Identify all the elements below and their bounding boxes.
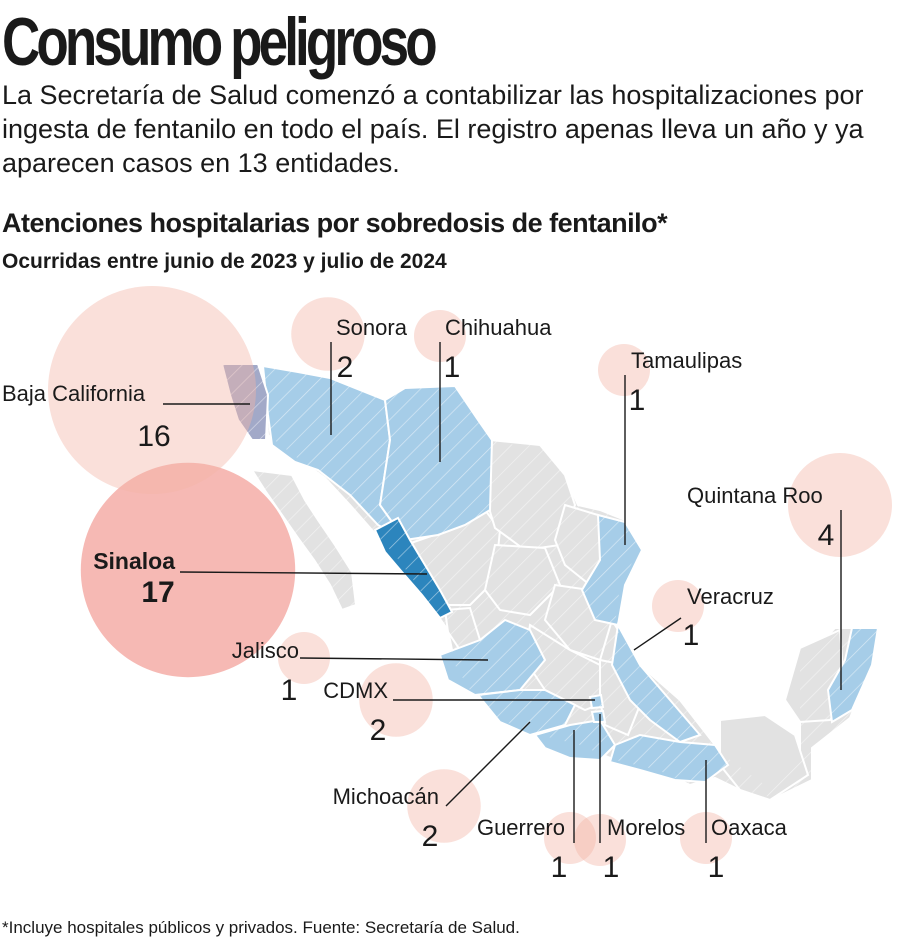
state-label-sinaloa: Sinaloa — [93, 548, 175, 574]
state-value-cdmx: 2 — [370, 714, 387, 747]
state-label-cdmx: CDMX — [323, 678, 388, 703]
state-label-veracruz: Veracruz — [687, 584, 774, 609]
intro-text: La Secretaría de Salud comenzó a contabi… — [2, 80, 864, 178]
leader-line-jalisco — [299, 657, 489, 661]
leader-line-michoacan — [445, 721, 531, 807]
state-value-oaxaca: 1 — [708, 851, 725, 884]
chart-subtitle: Ocurridas entre junio de 2023 y julio de… — [2, 250, 447, 273]
bubble-michoacan — [407, 769, 481, 843]
bubble-chihuahua — [414, 310, 466, 362]
state-value-tamaulipas: 1 — [629, 384, 646, 417]
leader-lines-layer — [163, 342, 842, 843]
state-label-chihuahua: Chihuahua — [445, 315, 552, 340]
state-value-sinaloa: 17 — [141, 576, 174, 609]
state-label-jalisco: Jalisco — [232, 638, 299, 663]
bubble-sinaloa — [80, 462, 296, 678]
leader-line-veracruz — [633, 617, 682, 651]
state-value-sonora: 2 — [337, 351, 354, 384]
headline: Consumo peligroso — [2, 4, 438, 80]
bubble-sonora — [291, 297, 365, 371]
state-value-chihuahua: 1 — [444, 351, 461, 384]
state-value-baja-california: 16 — [137, 420, 170, 453]
state-value-quintana-roo: 4 — [818, 519, 835, 552]
bubble-quintana-roo — [788, 453, 892, 557]
state-label-oaxaca: Oaxaca — [711, 815, 788, 840]
state-label-quintana-roo: Quintana Roo — [687, 483, 823, 508]
state-label-morelos: Morelos — [607, 815, 685, 840]
bubble-tamaulipas — [598, 344, 650, 396]
state-label-tamaulipas: Tamaulipas — [631, 348, 742, 373]
bubble-veracruz — [652, 580, 704, 632]
state-label-guerrero: Guerrero — [477, 815, 565, 840]
state-value-jalisco: 1 — [281, 674, 298, 707]
bubble-baja-california — [48, 286, 256, 494]
bubbles-layer — [48, 286, 892, 866]
state-label-michoacan: Michoacán — [333, 784, 439, 809]
state-value-morelos: 1 — [603, 851, 620, 884]
state-value-guerrero: 1 — [551, 851, 568, 884]
state-label-baja-california: Baja California — [2, 381, 146, 406]
state-value-michoacan: 2 — [422, 820, 439, 853]
state-label-sonora: Sonora — [336, 315, 408, 340]
bubble-guerrero — [544, 812, 596, 864]
chart-title: Atenciones hospitalarias por sobredosis … — [2, 208, 668, 238]
leader-line-sinaloa — [179, 571, 428, 575]
footnote: *Incluye hospitales públicos y privados.… — [2, 918, 520, 937]
state-value-veracruz: 1 — [683, 619, 700, 652]
